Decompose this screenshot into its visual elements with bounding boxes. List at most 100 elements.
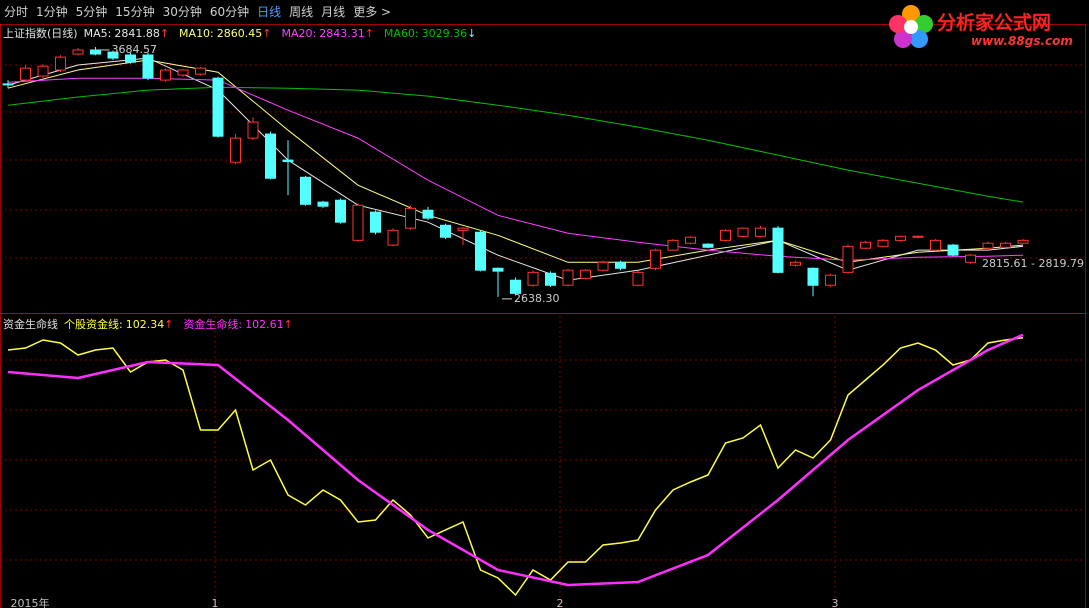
candle-body <box>1000 242 1011 248</box>
candle-body <box>615 261 626 269</box>
candle-body <box>702 243 714 248</box>
candle-body <box>1017 239 1029 244</box>
candle-body <box>90 49 101 55</box>
candle-body <box>685 236 696 244</box>
indicator-line <box>7 333 1024 587</box>
legend-value: 102.61 <box>245 318 284 331</box>
candle-body <box>772 227 784 273</box>
toolbar-tab[interactable]: 30分钟 <box>162 5 202 19</box>
candle-body <box>720 229 731 241</box>
chart-title: 上证指数(日线) <box>3 27 78 40</box>
candle-body <box>230 137 241 163</box>
candle-body <box>440 224 451 238</box>
legend-name: MA60: <box>383 27 419 40</box>
candle-body <box>422 209 434 219</box>
candle-body <box>842 245 854 273</box>
range-label: 2815.61 - 2819.79 <box>982 257 1084 270</box>
candle-body <box>650 249 661 269</box>
logo-flower <box>889 5 933 48</box>
toolbar-tab[interactable]: 日线 <box>257 5 282 19</box>
candle-body <box>807 267 819 286</box>
candle-body <box>125 54 136 63</box>
legend-value: 102.34 <box>125 318 165 331</box>
candle-body <box>300 176 311 205</box>
candle-body <box>457 227 469 231</box>
frame <box>0 24 1086 608</box>
legend-trend: ↓ <box>467 27 477 40</box>
candle-body <box>632 271 644 286</box>
candle-body <box>352 204 364 241</box>
candle-body <box>317 201 329 207</box>
logo-title: 分析家公式网 <box>937 12 1052 34</box>
legend-trend: ↑ <box>164 318 174 331</box>
candle-body <box>562 269 574 286</box>
candle-body <box>160 69 171 81</box>
candle-body <box>912 235 924 238</box>
legend-name: MA10: <box>179 27 214 40</box>
candle-body <box>335 199 346 223</box>
candle-body <box>790 261 801 266</box>
legend-value: 3029.36 <box>421 27 468 40</box>
legend-name: MA5: <box>83 27 112 40</box>
candle-body <box>825 274 836 286</box>
candle-body <box>982 242 994 249</box>
legend-value: 2841.88 <box>114 27 160 40</box>
legend-trend: ↑ <box>283 318 293 331</box>
candle-body <box>667 239 679 251</box>
candle-body <box>877 239 889 247</box>
ma-line <box>7 77 1024 261</box>
x-tick-label: 3 <box>832 597 839 608</box>
toolbar-tab[interactable]: 周线 <box>289 5 314 19</box>
x-tick-label: 2 <box>557 597 564 608</box>
candle-body <box>965 254 976 263</box>
toolbar: 分时 1分钟 5分钟 15分钟 30分钟 60分钟 日线 周线 月线 更多 > <box>4 3 399 20</box>
candle-body <box>510 279 521 294</box>
candle-body <box>37 65 49 77</box>
candle-body <box>860 241 871 249</box>
candle-body <box>370 211 381 233</box>
toolbar-tab[interactable]: 5分钟 <box>75 5 108 19</box>
ma-line <box>7 86 1024 203</box>
legend-value: 2843.31 <box>319 27 365 40</box>
toolbar-tab[interactable]: 1分钟 <box>36 5 68 19</box>
candle-body <box>755 227 766 237</box>
legend-trend: ↑ <box>262 27 272 40</box>
candle-body <box>107 51 119 59</box>
legend-name: MA20: <box>281 27 317 40</box>
candle-body <box>282 159 294 163</box>
candle-body <box>212 77 224 137</box>
price-legend: 上证指数(日线) MA5: 2841.88↑ MA10: 2860.45↑ MA20: 28… <box>3 25 486 41</box>
x-tick-label: 1 <box>212 597 219 608</box>
candle-body <box>142 54 154 79</box>
candle-body <box>195 67 206 75</box>
chart-title: 资金生命线 <box>3 318 58 331</box>
candle-body <box>475 231 486 271</box>
logo: 分析家公式网 www.88gs.com <box>881 2 1081 52</box>
toolbar-tab[interactable]: 月线 <box>321 5 346 19</box>
legend-trend: ↑ <box>159 27 170 40</box>
candle-body <box>265 133 276 179</box>
candle-body <box>930 239 941 251</box>
logo-url: www.88gs.com <box>971 34 1073 48</box>
candle-body <box>492 267 504 272</box>
toolbar-tab[interactable]: 更多 > <box>353 5 392 19</box>
legend-name: 资金生命线: <box>183 318 243 331</box>
candle-body <box>895 235 906 241</box>
candle-body <box>947 244 959 256</box>
candle-body <box>55 56 66 71</box>
candle-body <box>405 207 416 229</box>
toolbar-tab[interactable]: 60分钟 <box>209 5 250 19</box>
candle-body <box>580 269 591 279</box>
indicator-line <box>7 336 1024 597</box>
legend-name: 个股资金线: <box>64 318 123 331</box>
indicator-legend: 资金生命线 个股资金线: 102.34↑ 资金生命线: 102.61↑ <box>3 316 303 332</box>
toolbar-tab[interactable]: 分时 <box>4 5 29 19</box>
candle-body <box>2 83 14 86</box>
candle-body <box>597 261 609 271</box>
candle-body <box>387 229 399 246</box>
legend-value: 2860.45 <box>216 27 263 40</box>
candle-body <box>737 227 749 237</box>
toolbar-tab[interactable]: 15分钟 <box>115 5 155 19</box>
